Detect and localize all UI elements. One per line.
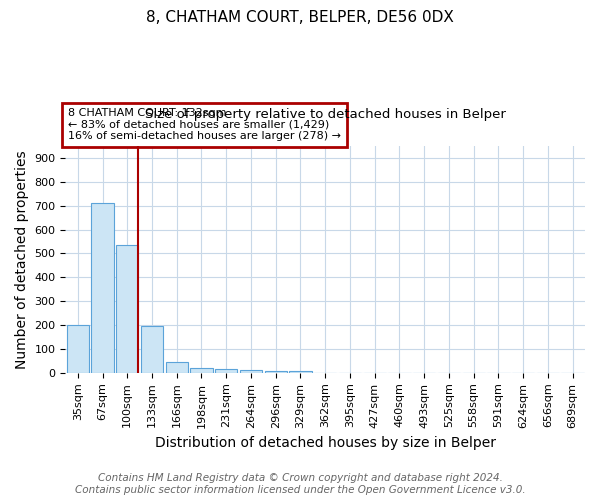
Y-axis label: Number of detached properties: Number of detached properties bbox=[15, 150, 29, 368]
Title: Size of property relative to detached houses in Belper: Size of property relative to detached ho… bbox=[145, 108, 506, 121]
Text: 8 CHATHAM COURT: 132sqm
← 83% of detached houses are smaller (1,429)
16% of semi: 8 CHATHAM COURT: 132sqm ← 83% of detache… bbox=[68, 108, 341, 142]
Text: Contains HM Land Registry data © Crown copyright and database right 2024.
Contai: Contains HM Land Registry data © Crown c… bbox=[74, 474, 526, 495]
Bar bbox=[289, 371, 311, 373]
Bar bbox=[67, 325, 89, 373]
Bar bbox=[166, 362, 188, 373]
Bar bbox=[116, 245, 139, 373]
Bar bbox=[141, 326, 163, 373]
Text: 8, CHATHAM COURT, BELPER, DE56 0DX: 8, CHATHAM COURT, BELPER, DE56 0DX bbox=[146, 10, 454, 25]
Bar bbox=[91, 203, 113, 373]
Bar bbox=[240, 370, 262, 373]
X-axis label: Distribution of detached houses by size in Belper: Distribution of detached houses by size … bbox=[155, 436, 496, 450]
Bar bbox=[265, 371, 287, 373]
Bar bbox=[190, 368, 212, 373]
Bar bbox=[215, 369, 238, 373]
